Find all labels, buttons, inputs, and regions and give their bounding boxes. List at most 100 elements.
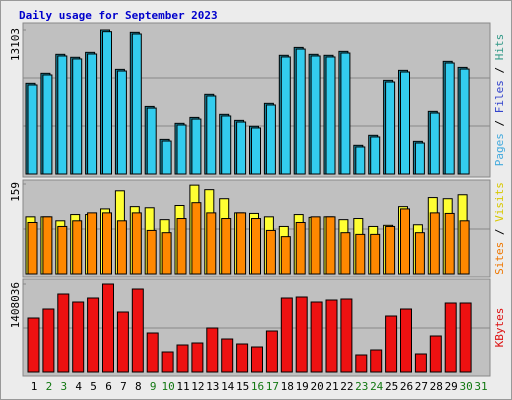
bar <box>221 338 234 373</box>
bar <box>176 124 187 175</box>
x-tick-label: 21 <box>325 380 338 393</box>
bar <box>265 330 278 373</box>
bar <box>429 112 440 175</box>
bar <box>295 221 306 275</box>
x-tick-label: 29 <box>445 380 458 393</box>
legend-separator: / <box>493 113 506 133</box>
bar <box>355 146 366 175</box>
bar <box>385 225 396 275</box>
legend-entry: Files <box>493 80 506 113</box>
bar <box>236 343 249 373</box>
bar <box>459 68 470 175</box>
bar <box>116 220 127 275</box>
x-tick-label: 13 <box>206 380 219 393</box>
bar <box>116 311 129 373</box>
bar <box>444 302 457 373</box>
x-tick-label: 30 <box>459 380 472 393</box>
x-tick-label: 11 <box>176 380 189 393</box>
bar <box>385 81 396 175</box>
legend-entry: Visits <box>493 182 506 222</box>
x-tick-label: 20 <box>310 380 323 393</box>
bar <box>325 56 336 175</box>
x-tick-label: 7 <box>120 380 127 393</box>
bar <box>236 121 247 175</box>
x-tick-label: 16 <box>251 380 264 393</box>
bar <box>251 346 263 373</box>
bar <box>27 221 38 275</box>
bar <box>72 220 83 275</box>
bar <box>191 118 202 175</box>
x-tick-label: 22 <box>340 380 353 393</box>
bar <box>385 315 398 373</box>
x-tick-label: 8 <box>135 380 142 393</box>
x-tick-label: 6 <box>105 380 112 393</box>
x-tick-label: 1 <box>31 380 38 393</box>
bar <box>355 354 368 373</box>
bar <box>429 212 440 275</box>
bar <box>459 302 472 373</box>
bar <box>27 317 40 373</box>
legend: Sites / Visits <box>493 182 506 275</box>
legend-entry: Sites <box>493 242 506 275</box>
chart-title: Daily usage for September 2023 <box>19 9 218 22</box>
bar <box>131 33 142 175</box>
bar <box>42 216 53 275</box>
x-tick-label: 10 <box>161 380 174 393</box>
bar <box>161 140 172 175</box>
x-tick-label: 15 <box>236 380 249 393</box>
legend-separator: / <box>493 222 506 242</box>
bar <box>236 212 247 275</box>
legend-entry: Hits <box>493 34 506 61</box>
bar <box>161 351 174 373</box>
bar <box>42 308 55 373</box>
bar <box>206 327 219 373</box>
bar <box>27 84 38 175</box>
x-tick-label: 4 <box>75 380 82 393</box>
bar <box>191 342 204 373</box>
bar <box>429 335 442 373</box>
bar <box>176 344 189 373</box>
bar <box>161 232 172 275</box>
bar <box>221 115 232 175</box>
bar <box>116 70 127 175</box>
bar <box>221 218 232 275</box>
bar <box>57 55 68 175</box>
bar <box>87 297 100 373</box>
bar <box>206 95 217 175</box>
bar <box>325 299 338 373</box>
x-tick-label: 9 <box>150 380 157 393</box>
x-tick-label: 28 <box>430 380 443 393</box>
bar <box>444 212 455 275</box>
bar <box>340 52 351 175</box>
bar <box>87 212 98 275</box>
bar <box>370 136 381 175</box>
y-tick-label: 13103 <box>9 28 22 61</box>
legend: Pages / Files / Hits <box>493 34 506 167</box>
bar <box>310 55 321 175</box>
bar <box>310 216 321 275</box>
legend-entry: Pages <box>493 133 506 166</box>
bar <box>42 74 53 175</box>
x-tick-label: 25 <box>385 380 398 393</box>
bar <box>72 58 83 175</box>
x-tick-label: 23 <box>355 380 368 393</box>
x-tick-label: 17 <box>266 380 279 393</box>
bar <box>206 212 217 275</box>
bar <box>310 301 323 373</box>
y-tick-label: 1408036 <box>9 282 22 328</box>
bar <box>295 48 306 175</box>
bar <box>251 218 261 275</box>
bar <box>87 53 98 175</box>
bar <box>102 212 112 275</box>
bar <box>325 216 336 275</box>
bar <box>57 225 68 275</box>
x-tick-label: 19 <box>296 380 309 393</box>
bar <box>340 232 351 275</box>
bar <box>146 107 157 175</box>
bar <box>265 104 276 175</box>
bar <box>102 283 114 373</box>
bar <box>265 229 276 275</box>
x-tick-label: 3 <box>60 380 67 393</box>
bar <box>400 208 410 275</box>
bar <box>146 332 159 373</box>
